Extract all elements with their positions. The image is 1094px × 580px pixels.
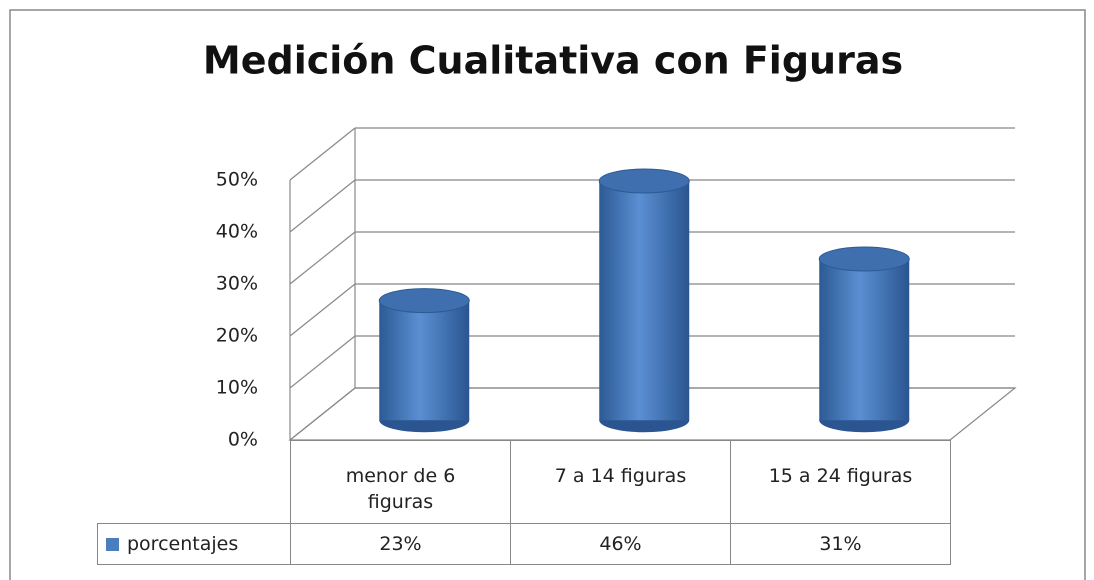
bar <box>819 259 910 421</box>
grid-line-side <box>289 387 356 441</box>
bar-top <box>818 246 910 272</box>
y-tick-label: 10% <box>216 377 258 399</box>
grid-line-side <box>289 283 356 337</box>
y-tick-label: 40% <box>216 221 258 243</box>
chart-frame <box>9 9 1086 580</box>
y-tick-label: 20% <box>216 325 258 347</box>
grid-line-side <box>289 127 356 181</box>
y-tick-label: 50% <box>216 169 258 191</box>
y-tick-label: 0% <box>228 429 258 451</box>
chart-title: Medición Cualitativa con Figuras <box>203 39 903 83</box>
grid-line-side <box>289 335 356 389</box>
bar <box>379 300 470 421</box>
category-cell: 15 a 24 figuras <box>730 440 951 524</box>
value-cell: 31% <box>730 523 951 565</box>
category-cell: 7 a 14 figuras <box>510 440 731 524</box>
bar-top <box>378 288 470 314</box>
bar-top <box>598 168 690 194</box>
value-cell: 46% <box>510 523 731 565</box>
grid-line-side <box>289 231 356 285</box>
grid-line-side <box>289 179 356 233</box>
value-cell: 23% <box>290 523 511 565</box>
y-tick-label: 30% <box>216 273 258 295</box>
legend-label: porcentajes <box>127 533 239 555</box>
bar <box>599 181 690 421</box>
legend-key <box>106 537 119 551</box>
legend-cell: porcentajes <box>97 523 291 565</box>
category-cell: menor de 6 figuras <box>290 440 511 524</box>
